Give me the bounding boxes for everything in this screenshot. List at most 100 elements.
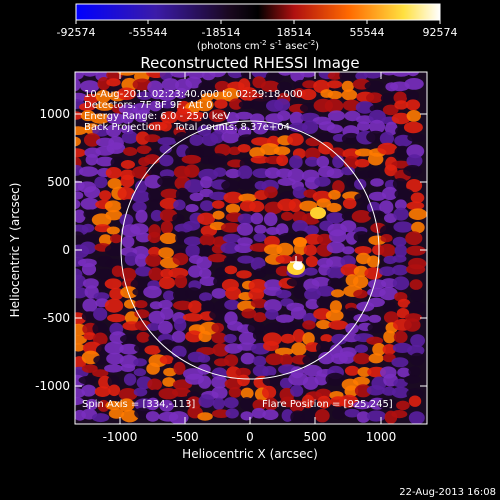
image-blob (147, 231, 161, 244)
image-blob (393, 378, 408, 388)
image-blob (224, 256, 237, 266)
image-blob (210, 130, 225, 144)
image-blob (252, 399, 267, 411)
image-blob (392, 254, 407, 263)
image-blob (82, 298, 98, 313)
image-blob (92, 413, 110, 423)
image-blob (106, 352, 124, 365)
image-blob (159, 169, 175, 179)
image-blob (79, 241, 97, 255)
image-blob (253, 355, 267, 367)
image-blob (363, 72, 383, 79)
image-blob (372, 343, 386, 356)
image-blob (367, 168, 380, 180)
image-blob (304, 225, 319, 236)
image-blob (211, 386, 228, 400)
image-blob (393, 207, 409, 221)
image-blob (171, 387, 191, 397)
image-blob (80, 197, 100, 210)
image-blob (75, 397, 84, 406)
image-blob (384, 164, 398, 177)
image-blob (292, 329, 305, 343)
image-blob (106, 72, 123, 81)
image-blob (109, 287, 124, 300)
image-blob (235, 111, 253, 120)
image-blob (304, 147, 321, 160)
x-axis-ticks (119, 72, 382, 424)
image-blob (317, 395, 332, 409)
image-blob (75, 274, 86, 288)
image-blob (160, 188, 180, 199)
image-blob (315, 132, 334, 143)
image-blob (148, 267, 163, 281)
image-blob (262, 91, 280, 102)
image-blob (234, 243, 254, 254)
image-blob (406, 179, 423, 193)
image-blob (240, 411, 253, 421)
image-blob (382, 104, 399, 116)
image-blob (355, 101, 375, 114)
image-blob (105, 167, 122, 179)
image-blob (406, 144, 425, 159)
image-blob (85, 153, 99, 166)
image-blob (159, 120, 172, 132)
image-blob (406, 388, 424, 400)
image-blob (392, 236, 407, 247)
image-blob (364, 80, 385, 91)
image-blob (240, 72, 256, 79)
image-blob (212, 397, 225, 410)
image-blob (391, 72, 411, 77)
colorbar (75, 3, 441, 21)
image-blob (160, 111, 179, 124)
image-blob (391, 386, 410, 399)
image-blob (338, 351, 356, 364)
image-blob (354, 246, 372, 255)
energy-range-label: Energy Range: 6.0 - 25.0 keV (84, 111, 230, 122)
y-tick-label: -500 (43, 311, 70, 325)
image-blob (341, 80, 354, 92)
image-blob (134, 300, 148, 309)
image-blob (158, 299, 173, 310)
image-blob (225, 168, 241, 179)
image-blob (275, 255, 293, 264)
image-blob (158, 247, 174, 259)
image-blob (265, 72, 284, 83)
image-blob (379, 266, 396, 277)
image-blob (185, 204, 199, 213)
image-blob (276, 154, 289, 166)
image-blob (174, 87, 188, 99)
image-blob (316, 285, 335, 297)
image-blob (228, 386, 242, 398)
image-blob (186, 396, 202, 410)
image-blob (94, 386, 111, 397)
image-blob (391, 112, 411, 125)
image-blob (119, 343, 140, 355)
image-blob (368, 210, 386, 219)
image-blob (118, 388, 138, 401)
image-blob (198, 81, 215, 92)
image-blob (135, 131, 150, 145)
image-blob (237, 178, 255, 190)
image-blob (224, 299, 240, 310)
image-blob (212, 409, 231, 418)
image-blob (211, 332, 227, 344)
image-blob (357, 367, 372, 377)
image-blob (394, 145, 412, 160)
image-blob (132, 122, 152, 135)
image-blob (143, 285, 162, 299)
image-blob (75, 335, 87, 345)
image-blob (75, 287, 88, 299)
image-blob (286, 277, 305, 287)
image-blob (326, 168, 344, 179)
image-blob (382, 344, 396, 355)
image-blob (265, 309, 279, 320)
image-blob (133, 387, 148, 397)
image-blob (302, 120, 319, 134)
image-blob (368, 314, 382, 323)
image-blob (410, 334, 425, 348)
image-blob (99, 190, 112, 201)
image-blob (289, 111, 304, 126)
image-blob (172, 252, 189, 266)
image-blob (341, 132, 361, 145)
image-blob (131, 166, 152, 179)
